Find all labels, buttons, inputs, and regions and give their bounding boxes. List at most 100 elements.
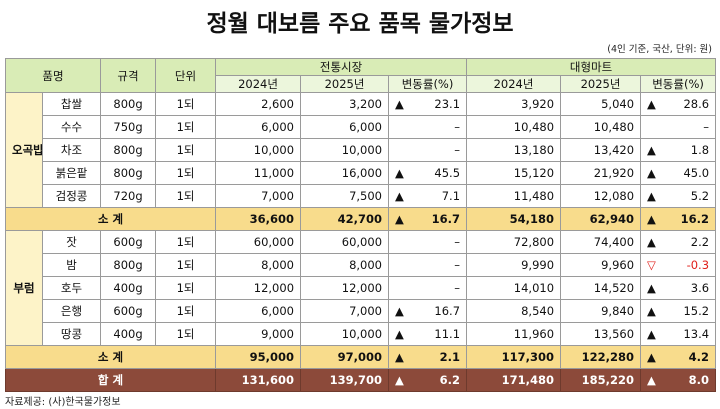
item-unit: 1되 xyxy=(155,115,217,139)
price-cell: 2,600 xyxy=(215,92,302,116)
item-row: 차조 800g 1되 10,000 10,000–13,180 13,420 ▲ 1.8 xyxy=(6,138,717,162)
price-cell: 10,480 xyxy=(466,115,562,139)
item-row: 밤 800g 1되 8,000 8,000–9,990 9,960 ▽ -0.3 xyxy=(6,253,717,277)
header-cell: 품명 xyxy=(4,58,102,93)
price-cell: 14,010 xyxy=(466,276,562,300)
change-value: 15.2 xyxy=(683,304,710,318)
item-name: 호두 xyxy=(41,276,102,300)
header-cell: 2024년 xyxy=(215,75,302,93)
change-cell: ▲ 4.2 xyxy=(640,345,717,369)
item-unit: 1되 xyxy=(155,161,217,185)
change-arrow: ▲ xyxy=(395,304,404,318)
change-box: ▲ 16.7 xyxy=(395,212,460,226)
header-cell: 2025년 xyxy=(300,75,390,93)
item-spec: 800g xyxy=(100,253,157,277)
change-value: 4.2 xyxy=(688,350,710,364)
price-cell: 13,420 xyxy=(560,138,642,162)
item-name: 붉은팥 xyxy=(41,161,102,185)
change-cell: ▲ 6.2 xyxy=(388,368,468,392)
price-cell: 7,000 xyxy=(300,299,390,323)
change-arrow: ▲ xyxy=(647,350,656,364)
header-cell: 2024년 xyxy=(466,75,562,93)
change-box: ▲ 13.4 xyxy=(647,327,709,341)
item-unit: 1되 xyxy=(155,253,217,277)
price-cell: 36,600 xyxy=(215,207,302,231)
price-cell: 13,180 xyxy=(466,138,562,162)
subtotal-row: 소 계 95,000 97,000 ▲ 2.1 117,300 122,280 ▲ 4.2 xyxy=(4,345,717,369)
price-cell: 97,000 xyxy=(300,345,390,369)
price-cell: 7,500 xyxy=(300,184,390,208)
change-value: 1.8 xyxy=(690,143,710,157)
price-cell: 54,180 xyxy=(466,207,562,231)
item-name: 찹쌀 xyxy=(41,92,102,116)
item-spec: 600g xyxy=(100,299,157,323)
price-cell: – xyxy=(640,115,717,139)
header-row: 품명 규격 단위 전통시장 대형마트 xyxy=(4,58,717,93)
change-arrow: ▲ xyxy=(647,97,656,111)
change-box: ▲ 5.2 xyxy=(647,189,709,203)
price-cell: – xyxy=(388,230,468,254)
subtotal-row: 소 계 36,600 42,700 ▲ 16.7 54,180 62,940 ▲ 16.2 xyxy=(4,207,717,231)
item-row: 오곡밥 찹쌀 800g 1되 2,600 3,200 ▲ 23.1 3,920 5,040 ▲ 28.… xyxy=(5,92,717,208)
item-unit: 1되 xyxy=(155,322,217,346)
change-box: ▲ 7.1 xyxy=(395,189,460,203)
change-box: ▲ 15.2 xyxy=(647,304,709,318)
change-arrow: ▲ xyxy=(647,327,656,341)
price-cell: 9,840 xyxy=(560,299,642,323)
change-value: -0.3 xyxy=(686,258,710,272)
item-unit: 1되 xyxy=(155,230,217,254)
price-cell: 74,400 xyxy=(560,230,642,254)
unit-note: (4인 기준, 국산, 단위: 원) xyxy=(607,44,712,55)
item-spec: 750g xyxy=(100,115,157,139)
header-cell: 대형마트 xyxy=(466,58,717,76)
item-name: 수수 xyxy=(41,115,102,139)
price-cell: 16,000 xyxy=(300,161,390,185)
item-row: 땅콩 400g 1되 9,000 10,000 ▲ 11.1 11,960 13,560 ▲ 13.… xyxy=(6,322,717,346)
price-cell: 15,120 xyxy=(466,161,562,185)
table-header: 품명 규격 단위 전통시장 대형마트 2024년 2025년 변동률(%) 20… xyxy=(4,58,717,93)
price-cell: 10,000 xyxy=(215,138,302,162)
change-box: ▲ 1.8 xyxy=(647,143,709,157)
change-value: 11.1 xyxy=(434,327,461,341)
price-cell: 11,960 xyxy=(466,322,562,346)
item-name: 검정콩 xyxy=(41,184,102,208)
price-cell: 14,520 xyxy=(560,276,642,300)
change-value: 16.7 xyxy=(431,212,461,226)
header-cell: 규격 xyxy=(100,58,157,93)
change-arrow: ▲ xyxy=(395,327,404,341)
subtotal-label: 소 계 xyxy=(4,207,217,231)
change-arrow: ▲ xyxy=(647,143,656,157)
item-row: 검정콩 720g 1되 7,000 7,500 ▲ 7.1 11,480 12,080 ▲ 5.2 xyxy=(6,184,717,208)
item-unit: 1되 xyxy=(155,299,217,323)
change-cell: ▲ 2.1 xyxy=(388,345,468,369)
item-spec: 400g xyxy=(100,322,157,346)
change-cell: ▲ 7.1 xyxy=(388,184,468,208)
change-cell: ▲ 16.2 xyxy=(640,207,717,231)
price-cell: 72,800 xyxy=(466,230,562,254)
price-cell: 8,000 xyxy=(300,253,390,277)
price-cell: 117,300 xyxy=(466,345,562,369)
change-arrow: ▲ xyxy=(395,189,404,203)
price-cell: 12,000 xyxy=(215,276,302,300)
price-cell: 139,700 xyxy=(300,368,390,392)
change-cell: ▲ 45.0 xyxy=(640,161,717,185)
item-spec: 720g xyxy=(100,184,157,208)
price-cell: 95,000 xyxy=(215,345,302,369)
price-cell: 171,480 xyxy=(466,368,562,392)
item-spec: 800g xyxy=(100,92,157,116)
change-cell: ▲ 15.2 xyxy=(640,299,717,323)
price-cell: 6,000 xyxy=(300,115,390,139)
change-value: 13.4 xyxy=(683,327,710,341)
change-box: ▲ 8.0 xyxy=(647,373,709,387)
change-arrow: ▲ xyxy=(395,212,404,226)
price-cell: 10,000 xyxy=(300,322,390,346)
item-row: 붉은팥 800g 1되 11,000 16,000 ▲ 45.5 15,120 21,920 ▲ 4… xyxy=(6,161,717,185)
change-cell: ▲ 23.1 xyxy=(388,92,468,116)
change-cell: ▲ 8.0 xyxy=(640,368,717,392)
price-cell: 3,200 xyxy=(300,92,390,116)
item-unit: 1되 xyxy=(155,92,217,116)
price-cell: 5,040 xyxy=(560,92,642,116)
change-cell: ▲ 16.7 xyxy=(388,299,468,323)
change-box: ▲ 28.6 xyxy=(647,97,709,111)
